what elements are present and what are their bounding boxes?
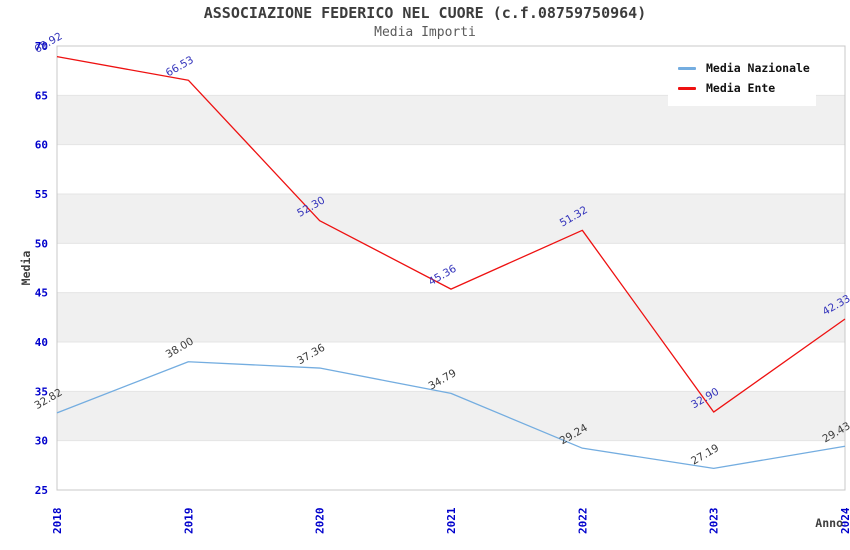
point-value-label: 37.36 (295, 342, 327, 368)
y-tick-label: 70 (35, 40, 48, 53)
point-value-label: 66.53 (164, 54, 196, 79)
y-tick-label: 65 (35, 89, 48, 102)
legend-item-nazionale: Media Nazionale (678, 58, 810, 78)
y-tick-label: 45 (35, 287, 48, 300)
point-value-label: 27.19 (689, 442, 721, 467)
line-media-ente (56, 56, 846, 413)
y-axis-title: Media (19, 251, 33, 286)
legend: Media Nazionale Media Ente (668, 50, 816, 106)
y-tick-label: 40 (35, 336, 48, 349)
x-tick-label: 2022 (576, 508, 589, 535)
legend-swatch-nazionale (678, 66, 696, 70)
grid-band (57, 391, 845, 441)
axis-ticks: 25 30 35 40 45 50 55 60 65 70 2018 2019 2020 2021 2022… (35, 40, 850, 534)
y-tick-label: 55 (35, 188, 48, 201)
y-tick-label: 30 (35, 435, 48, 448)
legend-swatch-ente (678, 86, 696, 90)
series-lines (56, 56, 846, 470)
grid-band (57, 194, 845, 244)
legend-label-nazionale: Media Nazionale (706, 61, 810, 75)
plot-frame (56, 45, 846, 491)
grid-band (57, 292, 845, 342)
legend-label-ente: Media Ente (706, 81, 776, 95)
legend-item-ente: Media Ente (678, 78, 810, 98)
line-media-nazionale (56, 361, 846, 470)
point-value-label: 34.79 (426, 367, 458, 392)
x-axis-title: Anno (815, 516, 843, 530)
y-tick-label: 50 (35, 237, 48, 250)
x-tick-label: 2018 (51, 508, 64, 535)
x-tick-label: 2021 (445, 507, 458, 534)
chart-subtitle: Media Importi (374, 25, 476, 40)
x-tick-label: 2023 (708, 508, 721, 535)
x-tick-label: 2020 (314, 508, 327, 535)
y-tick-label: 25 (35, 484, 48, 497)
x-tick-label: 2019 (182, 508, 195, 535)
y-tick-label: 35 (35, 385, 48, 398)
y-tick-label: 60 (35, 139, 48, 152)
chart-title: ASSOCIAZIONE FEDERICO NEL CUORE (c.f.087… (203, 4, 647, 22)
x-tick-label: 2024 (839, 507, 850, 534)
